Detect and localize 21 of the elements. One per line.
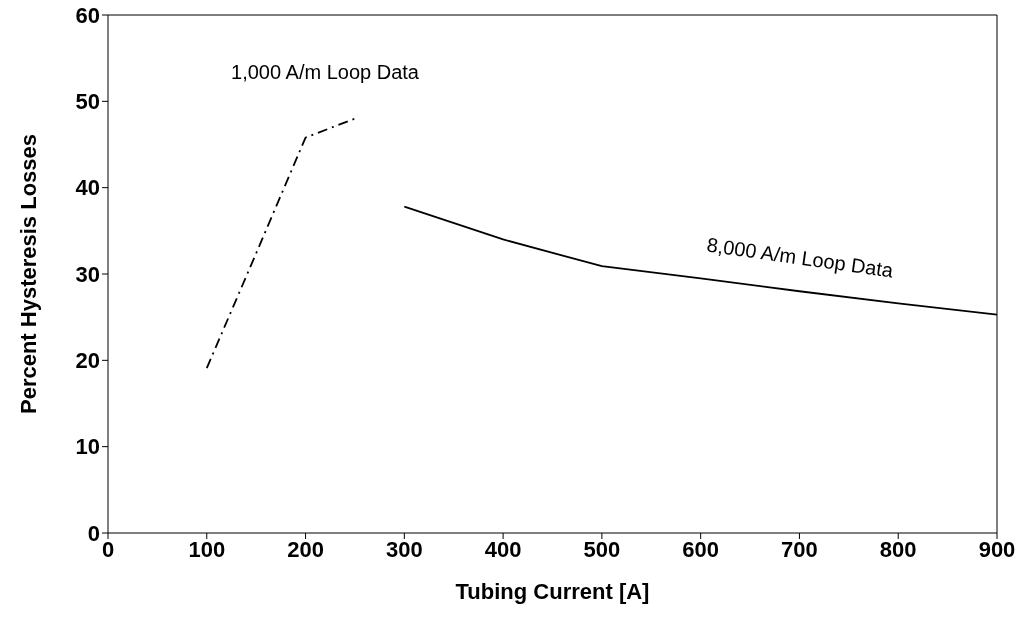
x-tick-label: 100 [188,536,226,562]
y-axis-title: Percent Hysteresis Losses [15,133,41,415]
x-tick-label: 300 [385,536,423,562]
y-tick-label: 40 [75,175,100,201]
y-tick-label: 20 [75,348,100,374]
x-tick-label: 900 [978,536,1016,562]
x-tick-label: 600 [682,536,720,562]
annotation: 1,000 A/m Loop Data [231,60,419,84]
y-tick-label: 30 [75,261,100,287]
annotation: 8,000 A/m Loop Data [705,233,895,283]
x-tick-label: 500 [583,536,621,562]
x-tick-label: 700 [781,536,818,562]
x-tick-label: 800 [879,536,917,562]
y-tick-label: 50 [75,89,100,115]
y-tick-label: 10 [75,434,100,460]
x-tick-label: 200 [287,536,324,562]
y-tick-label: 0 [87,520,100,546]
y-tick-label: 60 [75,2,100,28]
x-axis-title: Tubing Current [A] [455,579,650,604]
line-series [205,117,356,369]
x-tick-label: 400 [484,536,522,562]
